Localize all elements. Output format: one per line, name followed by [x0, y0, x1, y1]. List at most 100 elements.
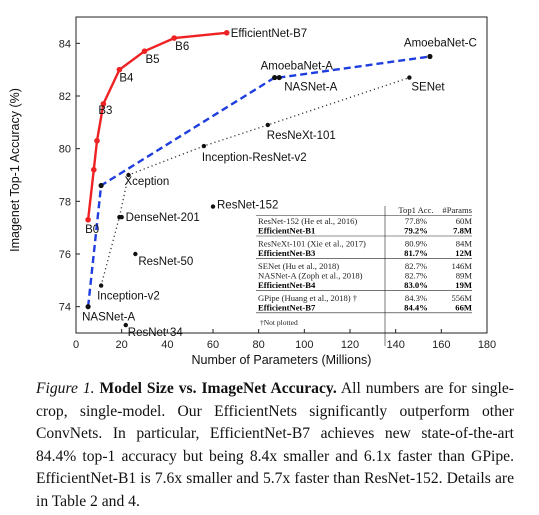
table-cell-params: 89M	[456, 270, 473, 280]
y-tick-label: 76	[59, 249, 71, 261]
axes: 0 20 40 60 80 100 120 140 160 180 74 76 78 80 82 84	[59, 16, 496, 351]
table-cell-acc: 77.8%	[405, 216, 427, 226]
x-tick-label: 0	[73, 339, 79, 351]
data-point	[123, 322, 128, 328]
point-label: ResNet-152	[217, 200, 278, 212]
y-tick-label: 78	[59, 196, 71, 208]
table-cell-model: GPipe (Huang et al., 2018) †	[258, 293, 358, 303]
data-point	[427, 53, 433, 60]
point-label: ResNet-50	[138, 256, 193, 268]
x-tick-label: 20	[116, 339, 128, 351]
table-cell-model: ResNeXt-101 (Xie et al., 2017)	[258, 238, 366, 248]
data-point	[201, 143, 207, 149]
data-point	[116, 66, 123, 73]
data-point	[85, 216, 91, 223]
data-point	[126, 172, 131, 178]
table-cell-acc: 80.9%	[405, 238, 427, 248]
table-cell-acc: 79.2%	[404, 226, 428, 236]
x-tick-label: 160	[432, 339, 450, 351]
data-point	[265, 122, 270, 128]
data-point	[85, 304, 91, 310]
x-tick-label: 80	[253, 339, 265, 351]
series-line	[86, 55, 431, 307]
point-label: B0	[85, 224, 99, 236]
x-tick-label: 140	[386, 339, 404, 351]
table-cell-params: 12M	[455, 248, 472, 258]
point-label: Xception	[125, 176, 170, 188]
table-cell-model: EfficientNet-B4	[258, 280, 316, 290]
caption-text: All numbers are for single-crop, single-…	[36, 380, 514, 510]
y-axis-label: Imagenet Top-1 Accuracy (%)	[8, 88, 22, 252]
table-cell-model: SENet (Hu et al., 2018)	[258, 261, 339, 271]
x-tick-label: 40	[161, 339, 173, 351]
table-cell-model: EfficientNet-B1	[258, 226, 315, 236]
series-efficientnet	[85, 30, 230, 223]
data-point	[98, 283, 104, 288]
y-tick-label: 84	[59, 38, 71, 50]
comparison-table: Top1 Acc. #Params ResNet-152 (He et al., 2…	[256, 205, 473, 346]
y-tick-label: 82	[59, 91, 71, 103]
x-tick-label: 180	[478, 339, 496, 351]
table-cell-params: 556M	[451, 293, 472, 303]
caption-label: Figure 1.	[36, 380, 95, 397]
data-point	[272, 74, 278, 81]
table-cell-model: EfficientNet-B7	[258, 302, 316, 312]
series-nasnet-amoebanet	[85, 53, 433, 310]
table-header-acc: Top1 Acc.	[398, 205, 433, 215]
point-label: B4	[119, 73, 134, 85]
data-point	[171, 35, 177, 41]
data-point	[98, 182, 104, 189]
data-point	[133, 251, 138, 257]
table-cell-acc: 81.7%	[404, 248, 428, 258]
point-label: B5	[146, 54, 160, 66]
table-cell-model: NASNet-A (Zoph et al., 2018)	[258, 270, 363, 280]
point-label: Inception-v2	[97, 291, 160, 303]
series-line	[86, 31, 227, 220]
point-label: ResNet-34	[128, 327, 184, 339]
point-labels: B0 B3 B4 B5 B6 EfficientNet-B7 NASNet-A AmoebaN…	[82, 28, 477, 339]
table-cell-params: 84M	[456, 238, 473, 248]
series-other	[119, 204, 216, 328]
data-point	[141, 48, 148, 55]
point-label: NASNet-A	[82, 312, 135, 324]
point-label: EfficientNet-B7	[231, 28, 308, 40]
y-tick-label: 74	[59, 302, 71, 314]
table-cell-params: 60M	[456, 216, 473, 226]
point-label: AmoebaNet-A	[261, 61, 334, 73]
table-cell-acc: 82.7%	[405, 270, 427, 280]
table-cell-params: 66M	[455, 302, 472, 312]
data-point	[210, 204, 216, 209]
plot-frame	[75, 16, 488, 334]
table-cell-model: ResNet-152 (He et al., 2016)	[258, 216, 357, 226]
point-label: SENet	[411, 82, 445, 94]
table-cell-params: 7.8M	[453, 226, 472, 236]
caption-title: Model Size vs. ImageNet Accuracy.	[99, 380, 337, 397]
table-cell-acc: 84.4%	[404, 302, 428, 312]
point-label: DenseNet-201	[126, 212, 200, 224]
table-header-params: #Params	[442, 205, 472, 215]
table-cell-acc: 84.3%	[405, 293, 427, 303]
data-point	[407, 75, 412, 80]
data-point	[91, 166, 97, 173]
data-point	[223, 30, 230, 36]
point-label: NASNet-A	[284, 82, 337, 94]
data-point	[100, 101, 107, 107]
table-cell-params: 19M	[455, 280, 472, 290]
point-label: Inception-ResNet-v2	[202, 152, 307, 164]
table-cell-acc: 82.7%	[405, 261, 427, 271]
table-cell-params: 146M	[451, 261, 472, 271]
point-label: B6	[175, 41, 189, 53]
series-layer	[85, 30, 433, 328]
x-tick-label: 100	[295, 339, 313, 351]
point-label: B3	[98, 105, 112, 117]
x-tick-label: 120	[341, 339, 359, 351]
series-line	[100, 76, 410, 286]
data-point	[276, 74, 282, 81]
y-tick-label: 80	[59, 144, 71, 156]
data-point	[94, 137, 100, 144]
x-tick-label: 60	[207, 339, 219, 351]
x-axis-label: Number of Parameters (Millions)	[192, 353, 372, 367]
table-cell-model: EfficientNet-B3	[258, 248, 315, 258]
table-cell-acc: 83.0%	[404, 280, 428, 290]
